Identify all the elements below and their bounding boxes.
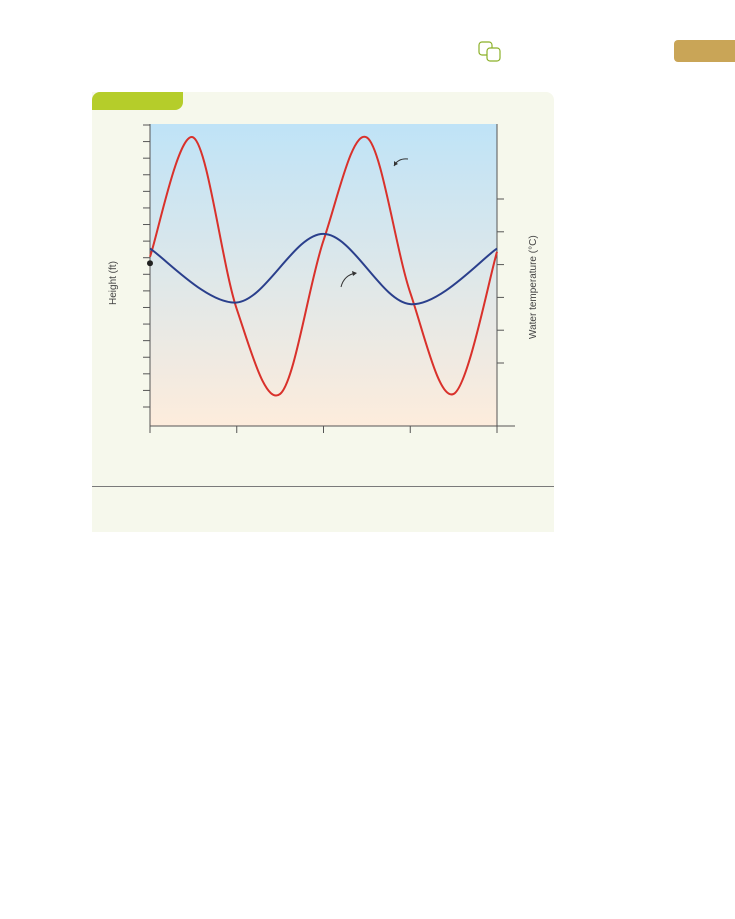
series-group xyxy=(147,135,498,397)
plot-area xyxy=(150,124,497,426)
figure-label-tag xyxy=(92,92,183,110)
copy-pages-icon[interactable] xyxy=(478,41,502,63)
series-line-2 xyxy=(149,232,498,306)
annotations xyxy=(340,158,409,288)
red-curve-arrowhead xyxy=(394,161,398,166)
caption-divider xyxy=(92,486,554,487)
y-axis-title: Height (ft) xyxy=(108,261,119,305)
y-axis-title-right: Water temperature (°C) xyxy=(528,235,539,339)
blue-curve-arrowhead xyxy=(352,271,357,276)
series-line-1 xyxy=(149,135,498,397)
start-point-marker xyxy=(147,260,153,267)
axes xyxy=(143,124,515,433)
chapter-tab[interactable] xyxy=(674,40,735,62)
